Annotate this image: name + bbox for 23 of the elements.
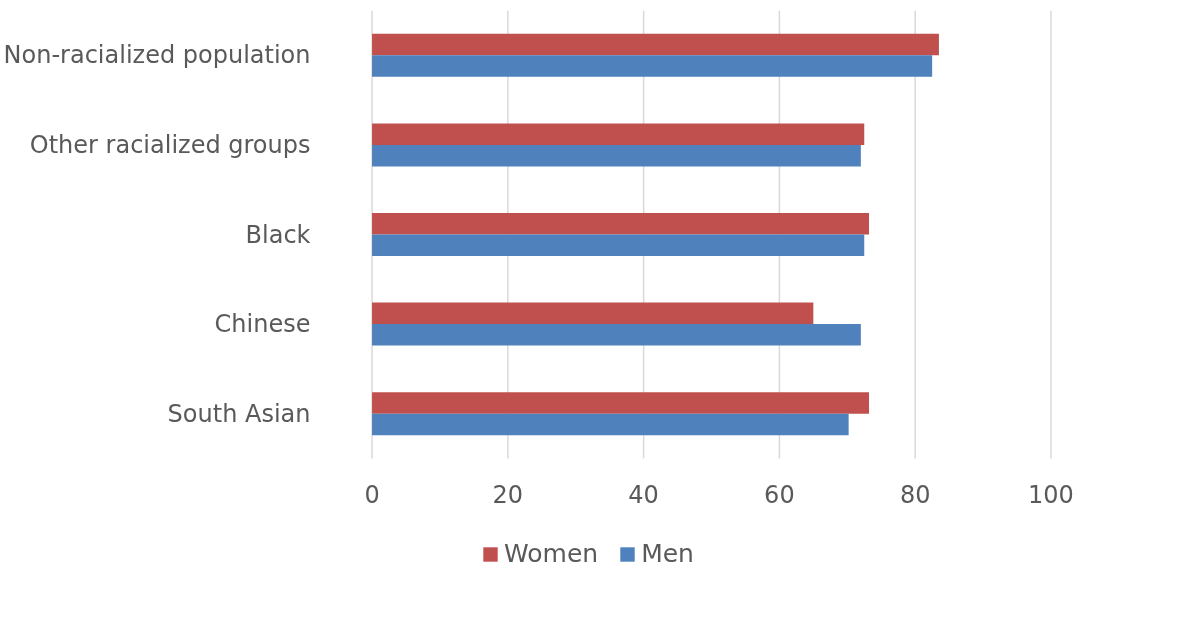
x-tick-label: 80: [899, 480, 931, 509]
bar: [372, 413, 849, 436]
y-tick-label: Non-racialized population: [3, 41, 311, 70]
bar: [372, 302, 814, 325]
bar: [372, 213, 869, 235]
x-tick-label: 100: [1028, 480, 1074, 509]
y-tick-label: Other racialized groups: [29, 130, 311, 159]
bar: [372, 234, 865, 256]
y-tick-label: Chinese: [214, 310, 311, 339]
bar: [372, 324, 861, 346]
bar: [372, 33, 939, 56]
x-tick-label: 20: [492, 480, 524, 509]
y-tick-label: South Asian: [167, 399, 311, 428]
legend-label: Women: [504, 539, 599, 568]
x-tick-label: 60: [764, 480, 795, 509]
x-tick-label: 0: [364, 480, 380, 509]
legend-label: Men: [641, 539, 694, 568]
bar: [372, 123, 865, 145]
y-tick-label: Black: [245, 220, 311, 249]
x-tick-label: 40: [628, 480, 659, 509]
bar: [372, 392, 869, 414]
bar: [372, 55, 933, 77]
bar: [372, 144, 861, 167]
